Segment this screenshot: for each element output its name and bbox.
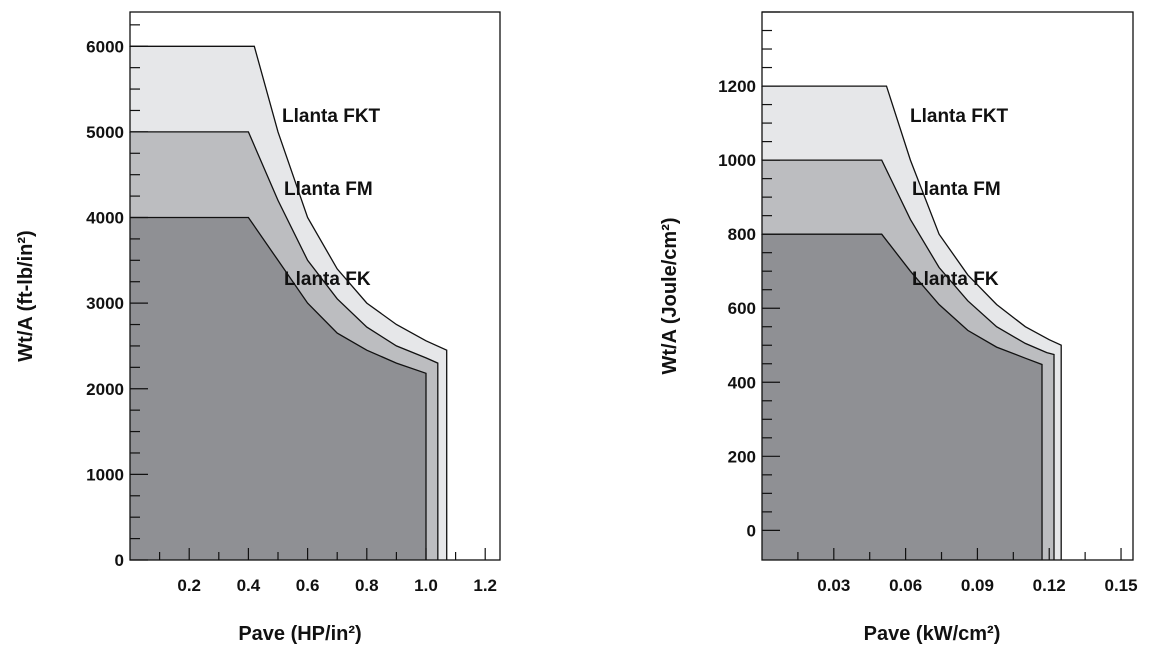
y-tick-label: 600 [728,299,756,318]
y-axis-title: Wt/A (Joule/cm²) [659,217,681,374]
series-label: Llanta FK [284,269,371,290]
x-tick-label: 0.03 [817,576,850,595]
series-line-1-1 [761,159,1055,561]
y-tick-label: 3000 [86,294,124,313]
y-tick-label: 800 [728,225,756,244]
y-tick-label: 400 [728,373,756,392]
series-line-1-0 [761,85,1062,561]
x-tick-label: 1.2 [473,576,497,595]
area-0-2 [130,217,426,560]
y-axis-title: Wt/A (ft-lb/in²) [15,230,37,361]
y-tick-label: 0 [115,551,124,570]
x-tick-label: 0.06 [889,576,922,595]
series-label: Llanta FK [912,269,999,290]
series-line-1-2 [761,233,1043,561]
y-tick-label: 1200 [718,77,756,96]
series-label: Llanta FKT [910,106,1009,127]
x-tick-label: 1.0 [414,576,438,595]
y-tick-label: 200 [728,447,756,466]
x-tick-label: 0.15 [1104,576,1137,595]
x-tick-label: 0.8 [355,576,379,595]
series-label: Llanta FM [284,179,373,200]
series-line-0-0 [129,45,448,561]
y-tick-label: 6000 [86,37,124,56]
x-tick-label: 0.4 [237,576,261,595]
plot-frame-0 [129,11,501,561]
y-tick-label: 4000 [86,209,124,228]
y-tick-label: 2000 [86,380,124,399]
y-tick-label: 1000 [86,465,124,484]
y-tick-label: 0 [747,521,756,540]
series-line-0-2 [130,216,427,560]
plot-frame-1 [761,11,1134,561]
x-tick-label: 0.6 [296,576,320,595]
x-tick-label: 0.12 [1033,576,1066,595]
x-axis-title: Pave (kW/cm²) [864,623,1001,645]
x-axis-title: Pave (HP/in²) [238,623,361,645]
series-line-0-1 [129,131,439,561]
series-label: Llanta FM [912,179,1001,200]
x-tick-label: 0.09 [961,576,994,595]
series-label: Llanta FKT [282,106,381,127]
area-1-2 [762,234,1043,560]
y-tick-label: 1000 [718,151,756,170]
y-tick-label: 5000 [86,123,124,142]
x-tick-label: 0.2 [177,576,201,595]
